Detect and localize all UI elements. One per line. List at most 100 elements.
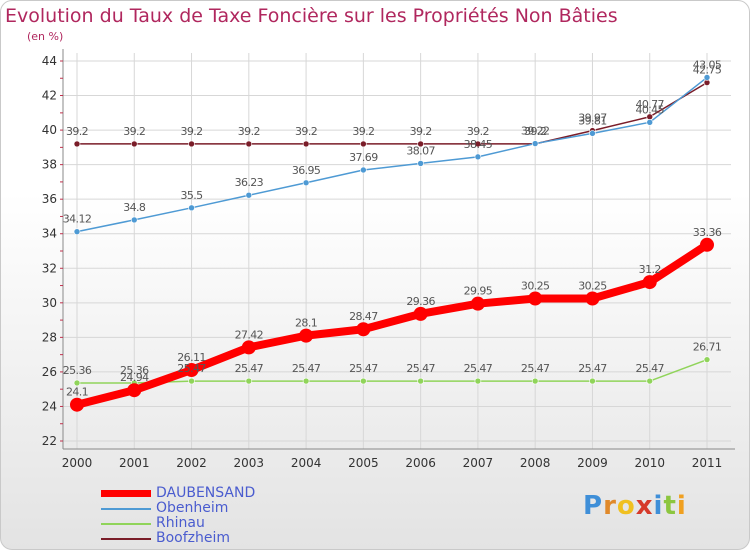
- data-label: 25.47: [578, 362, 607, 375]
- data-label: 28.47: [349, 310, 378, 323]
- data-label: 25.47: [635, 362, 664, 375]
- data-label: 39.2: [123, 125, 145, 138]
- data-point: [589, 130, 596, 137]
- legend-label-rhinau: Rhinau: [156, 515, 205, 531]
- data-label: 39.2: [180, 125, 202, 138]
- data-point: [474, 377, 482, 385]
- x-tick-label: 2009: [577, 456, 608, 470]
- y-tick-label: 28: [42, 330, 57, 344]
- logo-letter: i: [676, 491, 687, 521]
- y-axis-unit-label: (en %): [27, 30, 64, 43]
- data-point: [245, 191, 253, 199]
- data-point: [474, 140, 482, 148]
- y-tick-label: 22: [42, 434, 57, 448]
- data-point: [413, 306, 428, 321]
- data-label: 36.23: [235, 176, 264, 189]
- y-tick-label: 24: [42, 399, 57, 413]
- chart-title: Evolution du Taux de Taxe Foncière sur l…: [5, 5, 618, 27]
- data-point: [646, 119, 654, 126]
- data-point: [188, 140, 195, 148]
- data-label: 39.2: [238, 125, 260, 138]
- data-label: 28.1: [295, 317, 317, 330]
- y-tick-label: 40: [42, 123, 57, 137]
- data-label: 27.42: [235, 328, 264, 341]
- logo-letter: P: [583, 491, 604, 521]
- data-label: 39.97: [578, 112, 607, 125]
- x-tick-label: 2008: [520, 456, 551, 470]
- legend-label-daubensand: DAUBENSAND: [156, 485, 256, 501]
- data-label: 38.07: [406, 144, 435, 157]
- data-point: [73, 228, 81, 235]
- data-point: [700, 237, 714, 252]
- data-label: 34.8: [123, 201, 146, 214]
- series-line-boofzheim: [77, 81, 708, 145]
- data-label: 39.2: [66, 125, 88, 138]
- x-tick-label: 2003: [234, 456, 265, 470]
- data-label: 36.95: [292, 164, 321, 177]
- series-line-rhinau: [77, 358, 708, 384]
- data-point: [360, 140, 367, 148]
- logo-letter: x: [635, 491, 654, 521]
- data-point: [531, 377, 539, 385]
- data-point: [474, 153, 482, 161]
- data-point: [302, 140, 310, 148]
- data-point: [73, 140, 81, 148]
- x-tick-label: 2004: [291, 456, 322, 470]
- x-tick-label: 2006: [405, 456, 436, 470]
- data-point: [585, 291, 600, 306]
- data-point: [703, 74, 711, 81]
- series-line-daubensand: [76, 241, 710, 409]
- data-label: 40.45: [635, 103, 664, 116]
- data-label: 25.36: [120, 364, 149, 377]
- data-point: [70, 397, 84, 412]
- data-point: [302, 377, 310, 385]
- data-point: [470, 296, 485, 311]
- x-tick-label: 2007: [463, 456, 494, 470]
- data-label: 39.2: [352, 125, 374, 138]
- data-label: 30.25: [578, 280, 607, 293]
- data-label: 33.36: [693, 226, 722, 239]
- data-point: [703, 356, 711, 363]
- data-label: 26.71: [693, 341, 722, 354]
- x-tick-label: 2000: [62, 456, 93, 470]
- data-label: 34.12: [63, 213, 92, 226]
- legend-label-boofzheim: Boofzheim: [156, 530, 231, 546]
- data-label: 25.36: [63, 364, 92, 377]
- data-label: 39.2: [467, 125, 489, 138]
- legend-swatch-daubensand: [101, 490, 151, 497]
- data-point: [356, 322, 371, 337]
- data-point: [528, 291, 543, 306]
- data-label: 25.47: [464, 362, 493, 375]
- data-point: [360, 166, 367, 174]
- data-label: 39.2: [410, 125, 432, 138]
- data-point: [188, 377, 195, 385]
- data-point: [360, 377, 367, 385]
- data-label: 25.47: [177, 362, 206, 375]
- legend-swatch-obenheim: [101, 508, 151, 510]
- data-label: 30.25: [521, 280, 550, 293]
- data-label: 25.47: [349, 362, 378, 375]
- y-tick-label: 36: [42, 192, 57, 206]
- y-tick-label: 42: [42, 89, 57, 103]
- y-tick-label: 30: [42, 296, 57, 310]
- data-point: [245, 377, 253, 385]
- data-point: [531, 140, 539, 147]
- data-point: [302, 179, 310, 187]
- data-point: [417, 377, 424, 385]
- data-point: [417, 160, 424, 167]
- data-label: 26.11: [177, 351, 206, 364]
- data-label: 40.77: [635, 98, 664, 111]
- data-label: 35.5: [180, 189, 203, 202]
- data-point: [646, 377, 654, 385]
- data-label: 29.95: [464, 285, 493, 298]
- legend-label-obenheim: Obenheim: [156, 500, 229, 516]
- data-point: [130, 140, 138, 148]
- data-point: [245, 140, 253, 148]
- data-label: 37.69: [349, 151, 378, 164]
- data-point: [73, 379, 81, 387]
- data-label: 29.36: [406, 295, 435, 308]
- data-label: 39.2: [524, 125, 546, 138]
- y-tick-label: 44: [42, 54, 57, 68]
